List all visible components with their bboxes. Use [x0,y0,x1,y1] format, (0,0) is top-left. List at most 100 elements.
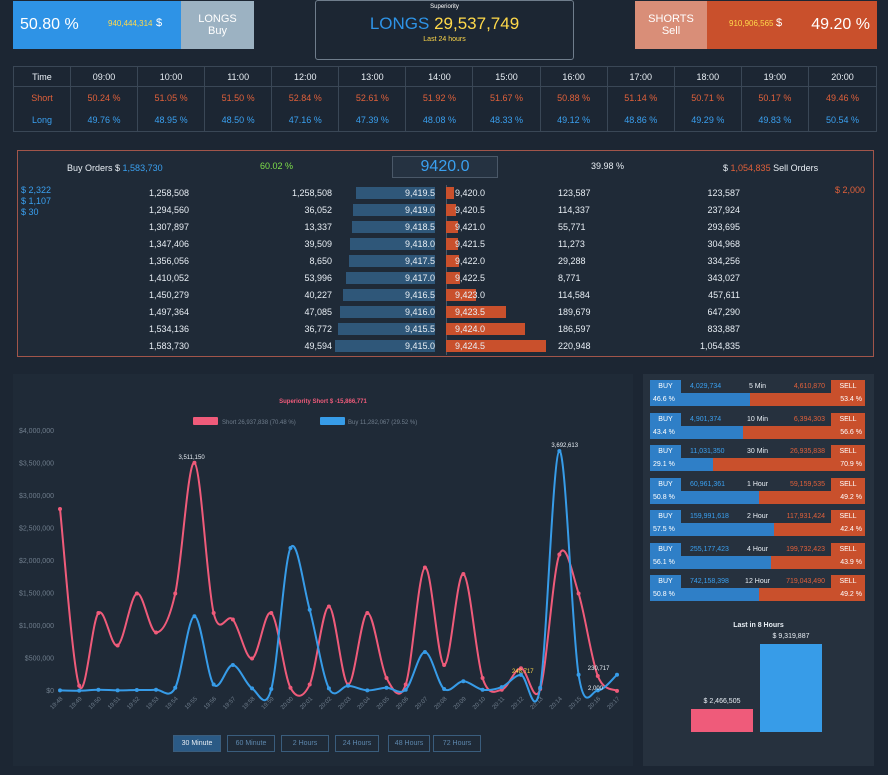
buy-depth-bar [335,340,435,352]
buy-size: 36,052 [304,205,332,215]
sell-size: 114,584 [558,290,590,300]
data-point-buy [230,663,235,667]
data-point-short [307,682,312,687]
long-percent-cell: 49.83 % [742,109,809,131]
sell-price: 9,424.5 [455,341,486,351]
cumulative-buy: 1,497,364 [148,307,189,317]
x-tick-label: 19:57 [222,696,237,711]
buy-volume: 4,901,374 [690,415,722,423]
data-point-buy [58,688,62,693]
sell-ratio-bar [773,523,865,536]
time-window-panel: BUY 4,029,734 5 Min 4,610,870 SELL 46.6 % 53.4… [643,374,874,766]
short-percent-cell: 50.24 % [71,87,139,109]
x-tick-label: 20:05 [376,696,391,711]
order-book-row: 1,307,897 13,337 9,418.5 9,421.0 55,771 293,6… [18,219,873,236]
short-currency: $ [776,17,783,29]
long-amount: 940,444,314 [108,19,153,28]
buy-ratio-bar [650,490,760,504]
data-point-buy [96,687,101,692]
buy-label: BUY [650,445,681,458]
buy-percent: 57.5 % [653,526,675,533]
data-point-short [58,507,62,511]
range-button[interactable]: 24 Hours [335,735,379,752]
x-tick-label: 19:49 [69,696,84,711]
x-tick-label: 19:54 [165,696,180,711]
sell-size: 189,679 [558,307,591,317]
sell-percent: 49.2 % [840,591,862,598]
buy-depth-bar [338,323,435,335]
sell-depth-bar [446,272,460,284]
superiority-direction: LONGS [369,14,430,33]
x-tick-label: 19:52 [126,696,141,711]
order-book-row: 1,450,279 40,227 9,416.5 9,423.0 114,584 457,… [18,287,873,304]
range-button[interactable]: 48 Hours [388,735,430,752]
short-percent-cell: 50.88 % [541,87,608,109]
sell-volume: 117,931,424 [786,513,825,520]
sell-percent: 49.2 % [840,493,862,501]
sell-percent: 56.6 % [840,428,862,436]
order-book: Buy Orders $ 1,583,730 60.02 % 9420.0 39… [17,150,874,357]
range-button[interactable]: 2 Hours [281,735,329,752]
x-tick-label: 19:53 [146,696,161,711]
x-tick-label: 20:11 [492,696,507,711]
long-label-box: LONGS Buy [181,1,254,49]
data-point-buy [346,683,351,688]
long-percent-cell: 48.95 % [138,109,206,131]
data-point-short [384,676,389,680]
sell-depth-bar [446,221,458,233]
long-percent-cell: 47.16 % [272,109,340,131]
sell-depth-bar [446,340,546,352]
buy-percent: 46.6 % [653,396,675,403]
range-button[interactable]: 30 Minute [173,735,221,752]
buy-depth-bar [352,221,435,233]
sell-volume: 4,610,870 [793,383,825,390]
sell-label: SELL [831,510,865,523]
buy-price: 9,419.0 [404,205,435,215]
sell-label: SELL [831,542,865,556]
table-row-long: Long 49.76 % 48.95 % 48.50 % 47.16 % 47.39 % 4… [14,109,876,131]
sell-size: 114,337 [558,205,590,215]
buy-side-value: $ 2,322 [21,185,52,195]
legend-buy: Buy 11,282,067 (29.52 %) [348,420,417,426]
range-button[interactable]: 72 Hours [433,735,481,752]
sell-depth-bar [446,306,506,318]
data-point-buy [538,685,543,690]
cumulative-sell: 237,924 [707,205,740,215]
buy-price: 9,419.5 [404,188,435,198]
short-summary: SHORTS Sell 910,906,565 $ 49.20 % [635,1,877,49]
x-tick-label: 20:02 [318,696,333,711]
x-tick-label: 19:56 [203,696,218,711]
hour-header: 12:00 [272,67,340,86]
order-book-row: 1,356,056 8,650 9,417.5 9,422.0 29,288 334,25… [18,253,873,270]
order-book-header: Buy Orders $ 1,583,730 60.02 % 9420.0 39… [18,151,873,185]
hour-header: 20:00 [831,71,854,82]
buy-percent: 60.02 % [260,161,294,171]
buy-ratio-bar [650,523,774,536]
sell-size: 11,273 [558,239,585,249]
range-button[interactable]: 60 Minute [227,735,275,752]
data-point-buy [480,687,485,692]
buy-ratio-bar [650,555,771,569]
buy-ratio-bar [650,588,760,601]
y-tick-label: $1,500,000 [19,591,54,598]
sell-size: 55,771 [558,222,586,232]
buy-depth-bar [343,289,435,301]
long-sublabel: Buy [208,25,227,37]
data-point-buy [269,687,274,692]
data-point-short [442,663,447,667]
sell-percent: 70.9 % [840,461,862,468]
cumulative-sell: 123,587 [707,188,740,198]
x-tick-label: 20:12 [511,696,526,711]
short-percent-cell: 51.67 % [473,87,541,109]
hour-header: 11:00 [205,67,273,86]
sell-price: 9,421.0 [455,222,486,232]
order-book-rows: 1,258,508 1,258,508 9,419.5 9,420.0 123,587 1… [18,185,873,355]
data-point-buy [211,682,216,687]
data-point-short [269,611,274,615]
buy-size: 8,650 [309,256,332,266]
hour-header: 15:00 [473,67,541,86]
sell-price: 9,421.5 [455,239,486,249]
sell-side-summary: $ 2,000 [834,185,865,195]
buy-size: 49,594 [304,341,332,351]
data-point-short [595,674,600,679]
